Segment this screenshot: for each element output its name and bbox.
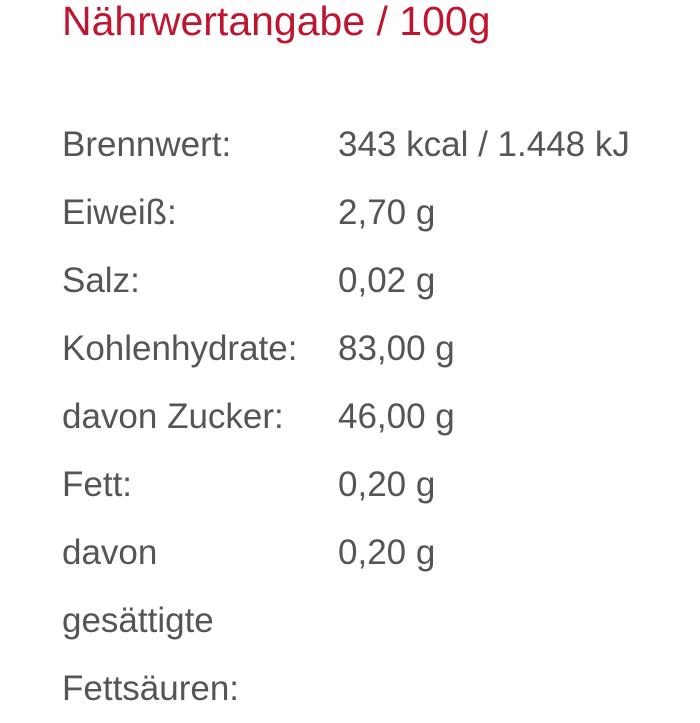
row-label: davon (62, 533, 158, 572)
row-value: 2,70 g (338, 193, 436, 232)
row-label: Fett: (62, 465, 133, 504)
row-value: 0,20 g (338, 533, 436, 572)
table-row: Salz: 0,02 g (62, 247, 630, 315)
row-value: 343 kcal / 1.448 kJ (338, 125, 630, 164)
row-value: 0,02 g (338, 261, 436, 300)
row-label: Salz: (62, 261, 140, 300)
row-value: 46,00 g (338, 397, 455, 436)
table-row: gesättigte (62, 587, 630, 655)
row-value: 83,00 g (338, 329, 455, 368)
row-label: Kohlenhydrate: (62, 329, 298, 368)
table-row: Fettsäuren: (62, 655, 630, 723)
table-row: Eiweiß: 2,70 g (62, 179, 630, 247)
nutrition-table: Brennwert: 343 kcal / 1.448 kJ Eiweiß: 2,7… (62, 111, 630, 723)
table-row: Fett: 0,20 g (62, 451, 630, 519)
table-row: Brennwert: 343 kcal / 1.448 kJ (62, 111, 630, 179)
row-label: gesättigte (62, 601, 214, 640)
row-label: Brennwert: (62, 125, 232, 164)
row-label: davon Zucker: (62, 397, 284, 436)
row-label: Eiweiß: (62, 193, 177, 232)
row-value: 0,20 g (338, 465, 436, 504)
row-label: Fettsäuren: (62, 669, 240, 708)
table-row: davon 0,20 g (62, 519, 630, 587)
page-title: Nährwertangabe / 100g (62, 0, 491, 44)
table-row: Kohlenhydrate: 83,00 g (62, 315, 630, 383)
table-row: davon Zucker: 46,00 g (62, 383, 630, 451)
